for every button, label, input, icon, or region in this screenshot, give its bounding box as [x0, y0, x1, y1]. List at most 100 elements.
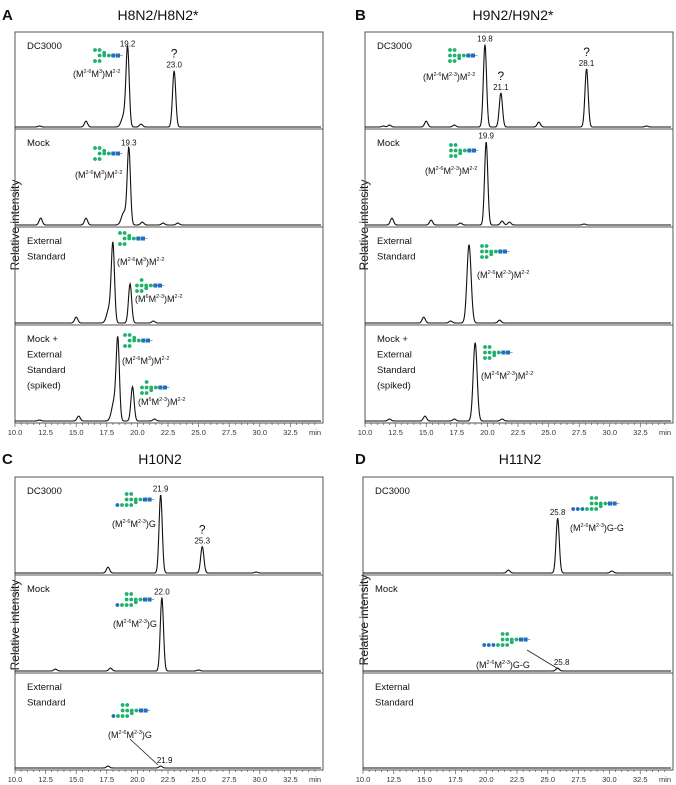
glcnac-icon — [143, 708, 148, 713]
mannose-icon — [139, 289, 144, 293]
trace-name: (spiked) — [377, 381, 411, 392]
leader-line — [526, 649, 561, 671]
glcnac-icon — [523, 637, 528, 642]
mannose-icon — [93, 146, 97, 150]
mannose-icon — [122, 236, 127, 241]
x-tick-label: 27.5 — [571, 775, 586, 784]
mannose-icon — [129, 492, 134, 496]
mannose-icon — [120, 703, 125, 707]
glycan-label: (M2-6M3)M2-2 — [75, 170, 122, 180]
glycan-label-superscript: 2-3 — [503, 270, 511, 276]
mannose-icon — [139, 278, 144, 282]
trace-name: Mock + — [377, 334, 408, 345]
mannose-icon — [448, 48, 452, 52]
glycan-label-superscript: 2-3 — [156, 294, 164, 300]
mannose-icon — [505, 637, 510, 642]
glycan-label-superscript: 2-6 — [119, 730, 127, 736]
glycan-label-superscript: 2-2 — [525, 371, 533, 377]
x-axis-unit-label: min — [659, 775, 671, 784]
mannose-icon — [483, 356, 487, 360]
mannose-icon — [93, 48, 97, 52]
glucose-icon — [115, 603, 120, 607]
mannose-icon — [97, 48, 102, 52]
mannose-icon — [449, 154, 453, 158]
glycan-label: (M2-6M2-3)G-G — [476, 660, 530, 670]
glcnac-icon — [136, 236, 141, 241]
mannose-icon — [484, 249, 489, 254]
mannose-icon — [487, 350, 492, 355]
glycan-label-text: )M — [164, 294, 175, 304]
mannose-icon — [124, 603, 129, 607]
peak-rt-label: 23.0 — [166, 61, 182, 70]
mannose-icon — [122, 242, 127, 246]
mannose-icon — [509, 637, 514, 642]
glycan-label: (M2-6M2-3)G — [112, 519, 156, 529]
mannose-icon — [133, 500, 138, 505]
mannose-icon — [594, 507, 599, 511]
glycan-structure-icon — [483, 345, 513, 360]
x-tick-label: 15.0 — [69, 428, 84, 437]
mannose-icon — [138, 597, 143, 602]
glycan-label-text: )M — [146, 257, 157, 267]
mannose-icon — [589, 507, 594, 511]
glycan-label-text: M — [495, 270, 503, 280]
mannose-icon — [102, 50, 107, 55]
trace-name: DC3000 — [27, 41, 62, 52]
glycan-structure-icon — [449, 143, 479, 158]
glycan-structure-icon — [448, 48, 478, 63]
x-tick-label: 12.5 — [386, 775, 401, 784]
trace-name: Standard — [27, 365, 66, 376]
mannose-icon — [140, 385, 144, 390]
mannose-icon — [492, 353, 497, 358]
glycan-label-text: )M — [102, 69, 113, 79]
chromatogram-trace — [15, 597, 321, 672]
x-tick-label: 22.5 — [511, 428, 526, 437]
x-tick-label: 27.5 — [572, 428, 587, 437]
mannose-icon — [122, 231, 127, 235]
mannose-icon — [149, 385, 154, 390]
x-tick-label: 10.0 — [8, 775, 23, 784]
glucose-icon — [482, 643, 487, 647]
mannose-icon — [144, 391, 149, 395]
glycan-label-text: M — [130, 519, 138, 529]
mannose-icon — [129, 708, 134, 713]
x-tick-label: 32.5 — [283, 775, 298, 784]
glcnac-icon — [153, 283, 158, 288]
mannose-icon — [102, 148, 107, 153]
x-tick-label: 27.5 — [222, 428, 237, 437]
glycan-label-superscript: 2-3 — [451, 166, 459, 172]
mannose-icon — [594, 496, 599, 500]
x-tick-label: 10.0 — [356, 775, 371, 784]
unknown-peak-marker: ? — [171, 47, 178, 61]
mannose-icon — [480, 249, 484, 254]
glycan-structure-icon — [93, 146, 123, 161]
mannose-icon — [124, 597, 129, 602]
unknown-peak-marker: ? — [199, 523, 206, 537]
mannose-icon — [483, 345, 487, 349]
mannose-icon — [480, 244, 484, 248]
glcnac-icon — [467, 148, 472, 153]
mannose-icon — [133, 600, 138, 605]
mannose-icon — [505, 643, 510, 647]
glycan-label-superscript: 3 — [101, 170, 104, 176]
glycan-label-superscript: 2-6 — [492, 371, 500, 377]
glycan-label-text: )G — [142, 730, 152, 740]
mannose-icon — [120, 503, 124, 507]
glycan-label-text: )M — [459, 166, 470, 176]
glycan-label-text: M — [494, 660, 502, 670]
panel-letter: D — [355, 451, 366, 468]
mannose-icon — [129, 503, 134, 507]
mannose-icon — [127, 333, 132, 337]
glycan-structure-icon — [115, 592, 155, 607]
glycan-label-superscript: 2-2 — [175, 294, 183, 300]
glycan-label-text: M — [91, 69, 99, 79]
glycan-label-superscript: 2-2 — [521, 270, 529, 276]
glycan-label-text: (M — [570, 523, 581, 533]
mannose-icon — [129, 597, 134, 602]
glycan-label-superscript: 2-3 — [507, 371, 515, 377]
mannose-icon — [603, 501, 608, 506]
mannose-icon — [118, 231, 122, 235]
glycan-label-text: M — [140, 356, 148, 366]
peak-rt-label: 25.3 — [194, 537, 210, 546]
mannose-icon — [120, 603, 124, 607]
